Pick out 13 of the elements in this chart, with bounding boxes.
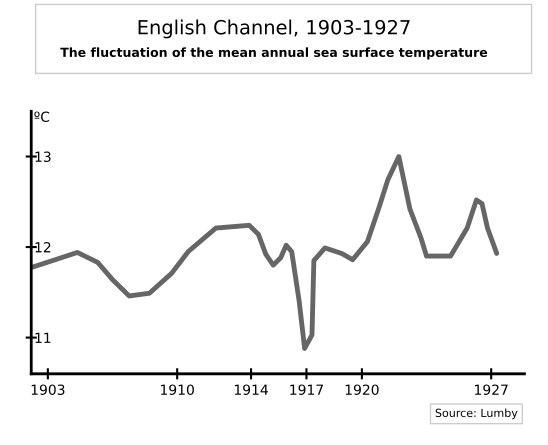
x-tick-label: 1910 bbox=[161, 384, 194, 395]
chart-title: English Channel, 1903-1927 bbox=[138, 20, 410, 38]
y-tick-label: 11 bbox=[36, 332, 50, 343]
chart-subtitle: The fluctuation of the mean annual sea surface temperature bbox=[60, 47, 488, 60]
y-axis-title: ºC bbox=[34, 111, 50, 122]
x-tick-label: 1927 bbox=[475, 384, 508, 395]
x-tick-label: 1920 bbox=[346, 384, 379, 395]
source-note: Source: Lumby bbox=[436, 408, 518, 420]
x-tick-label: 1914 bbox=[234, 384, 268, 395]
x-tick-label: 1903 bbox=[32, 384, 64, 395]
x-tick-label: 1917 bbox=[290, 384, 323, 395]
y-tick-label: 13 bbox=[36, 151, 51, 162]
y-tick-label: 12 bbox=[36, 242, 50, 252]
